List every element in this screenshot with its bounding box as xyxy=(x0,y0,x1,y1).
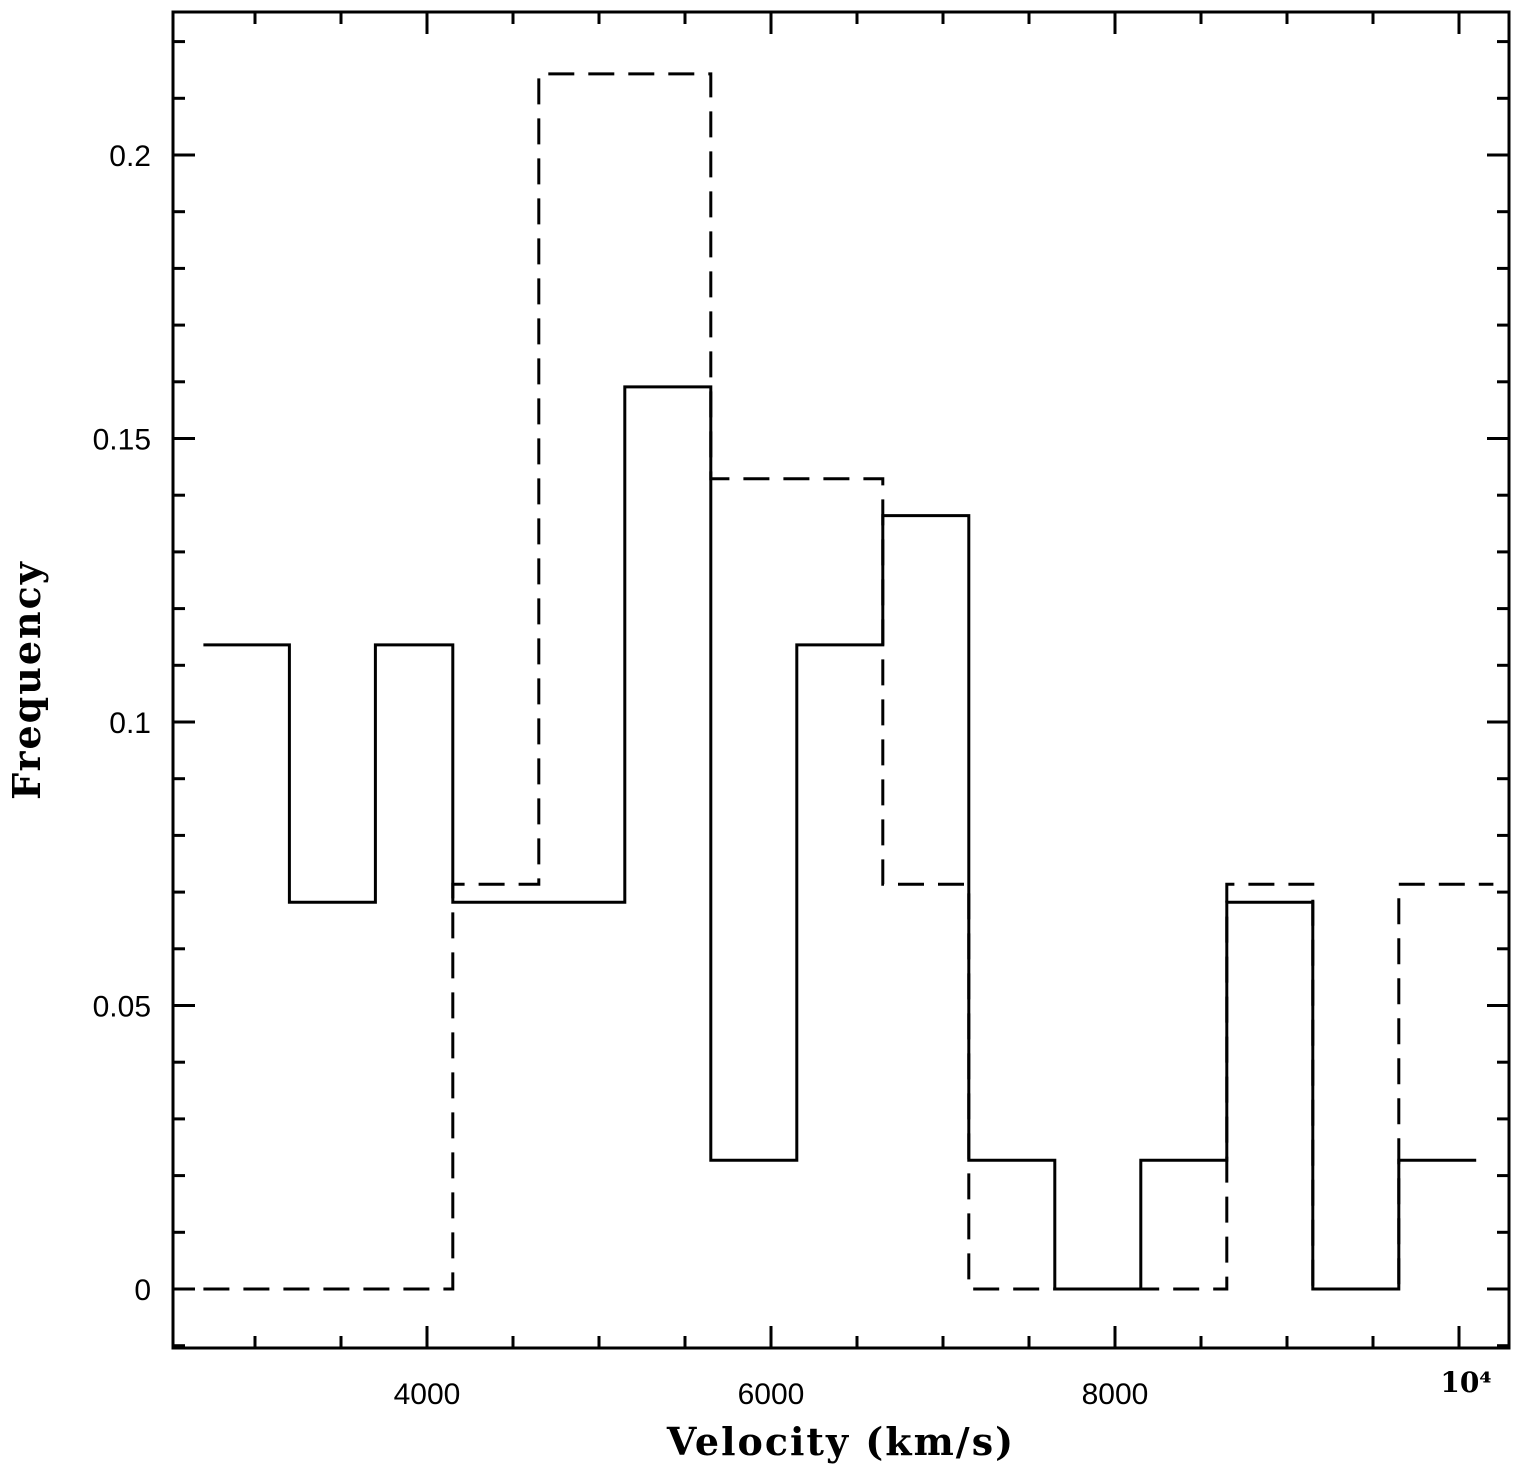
y-tick-label: 0.05 xyxy=(93,991,151,1024)
x-tick-label: 10⁴ xyxy=(1440,1366,1491,1399)
x-tick-label: 6000 xyxy=(738,1378,805,1411)
y-tick-label: 0 xyxy=(134,1274,151,1307)
y-tick-label: 0.1 xyxy=(109,707,151,740)
plot-frame xyxy=(171,10,1511,1350)
solid-histogram-series xyxy=(203,385,1477,1291)
series-group xyxy=(203,72,1494,1291)
x-tick-label: 8000 xyxy=(1082,1378,1149,1411)
y-tick-label: 0.15 xyxy=(93,424,151,457)
y-axis-title: Frequency xyxy=(4,560,49,800)
axis-ticks xyxy=(173,12,1509,1348)
x-tick-label: 4000 xyxy=(394,1378,461,1411)
dashed-histogram-series xyxy=(203,72,1494,1291)
y-tick-label: 0.2 xyxy=(109,140,151,173)
x-axis-title: Velocity (km/s) xyxy=(666,1419,1015,1464)
tick-labels: 4000 6000 8000 10⁴ 0 0.05 0.1 0.15 0.2 xyxy=(93,140,1492,1411)
